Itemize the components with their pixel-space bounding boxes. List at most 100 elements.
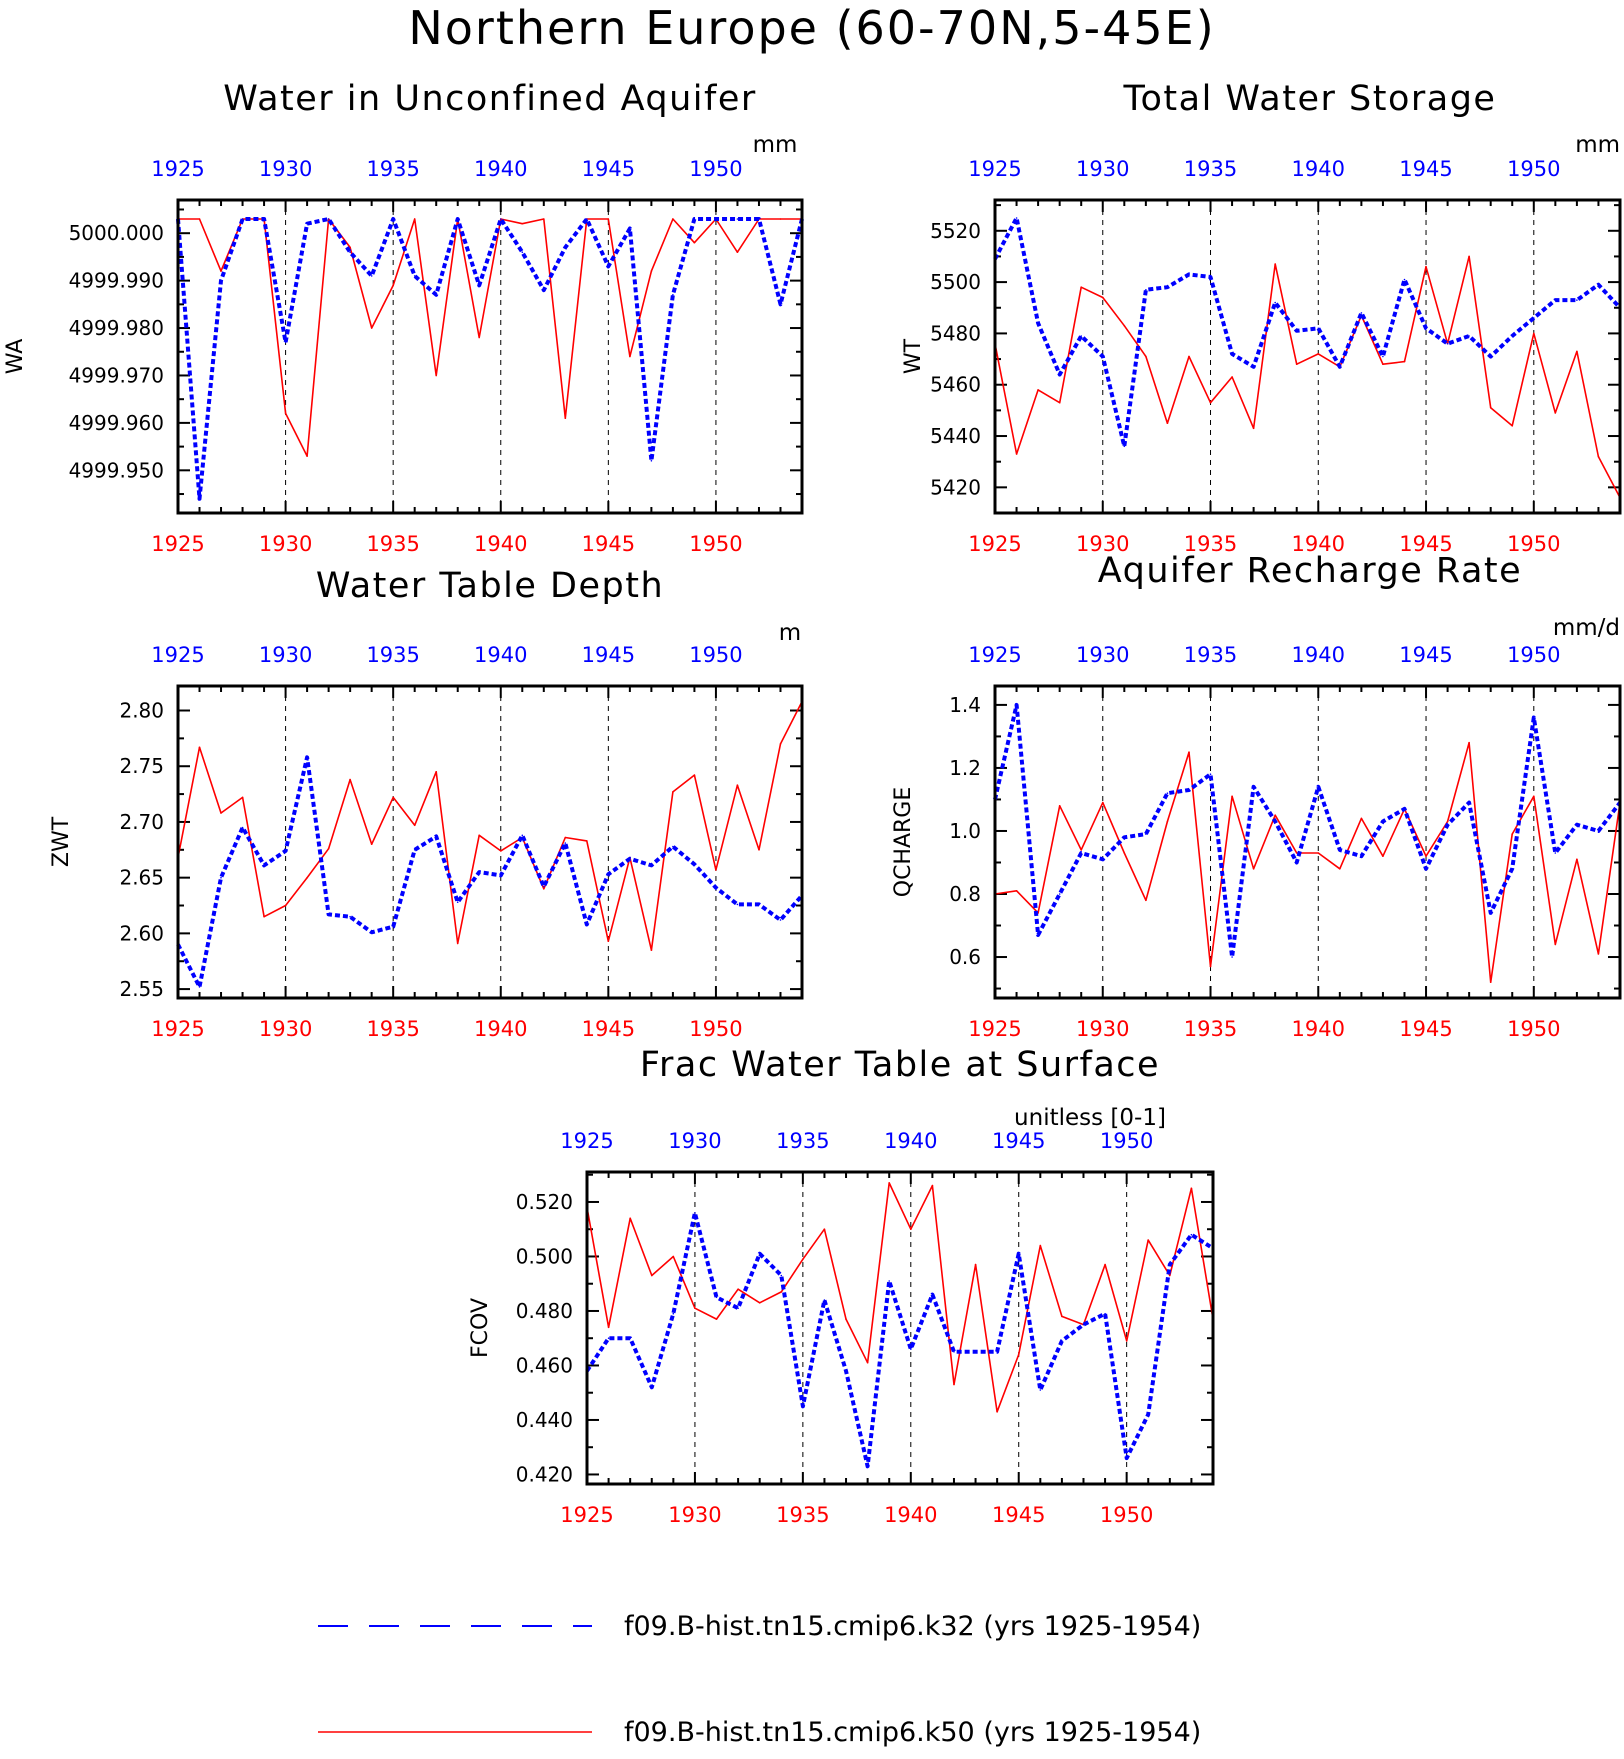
data-point-k50 [1403,360,1406,363]
x-tick-label-top: 1950 [1507,643,1560,667]
data-point-k32 [241,826,244,829]
data-point-k50 [1015,453,1018,455]
plot-frame [585,1170,1215,1486]
series-line-k50 [994,741,1621,984]
data-point-k32 [931,1293,934,1296]
data-point-k50 [672,1255,675,1258]
data-point-k32 [1169,1263,1171,1266]
data-point-k50 [953,1383,955,1386]
data-point-k32 [694,1212,696,1214]
data-point-k32 [198,498,201,500]
data-point-k32 [607,1337,610,1339]
data-point-k32 [953,1351,955,1353]
data-point-k50 [1533,795,1535,798]
data-point-k32 [413,275,416,277]
data-point-k32 [349,251,351,253]
y-axis-label: FCOV [468,1298,493,1358]
y-tick-label: 5480 [930,321,981,345]
data-point-k50 [1188,355,1190,358]
data-point-k50 [263,915,265,918]
units-label: mm [753,132,798,158]
data-point-k50 [1145,355,1147,358]
panel-wt: Total Water Storage mm WT 1925 1925 1930 1930 1… [901,79,1622,556]
panel-title: Total Water Storage [1123,79,1497,119]
x-tick-label-top: 1930 [1076,643,1129,667]
data-point-k50 [349,778,351,781]
y-tick-label: 4999.990 [69,269,164,293]
data-point-k50 [1468,255,1470,258]
data-point-k50 [241,796,244,799]
data-point-k50 [1145,899,1147,902]
data-point-k32 [1252,786,1255,788]
data-point-k32 [1166,286,1169,289]
x-tick-label-bottom: 1935 [776,1503,829,1527]
data-point-k50 [1017,1353,1020,1356]
data-point-k50 [370,843,373,845]
data-point-k50 [392,796,395,799]
data-point-k32 [758,218,760,220]
y-axis-label: QCHARGE [891,787,916,898]
data-point-k32 [758,1252,761,1255]
plot-frame [993,684,1622,1000]
data-point-k50 [650,270,653,272]
x-tick-label-bottom: 1930 [1076,1017,1129,1041]
data-point-k32 [607,265,610,268]
data-point-k50 [1166,422,1169,425]
data-point-k32 [1403,278,1406,281]
data-point-k32 [1037,322,1039,324]
data-point-k32 [1125,1457,1128,1459]
data-point-k50 [866,1361,869,1364]
series-line-k32 [993,216,1622,449]
data-point-k50 [1554,943,1557,946]
data-point-k50 [1382,363,1384,366]
data-point-k32 [672,1312,675,1315]
data-point-k32 [1360,855,1363,857]
x-tick-label-top: 1950 [1100,1129,1153,1153]
data-point-k50 [1554,412,1557,414]
data-point-k32 [1403,808,1406,810]
data-point-k32 [672,845,674,848]
data-point-k32 [564,246,567,249]
data-point-k50 [845,1318,847,1320]
data-point-k50 [586,840,588,842]
data-point-k32 [758,903,760,906]
series-line-k32 [176,217,804,501]
y-tick-label: 0.500 [516,1244,573,1268]
x-tick-label-bottom: 1930 [1076,532,1129,556]
panel-zwt: Water Table Depth m ZWT 1925 1925 1930 1930 193… [49,566,804,1041]
x-tick-label-top: 1940 [884,1129,937,1153]
data-point-k32 [1511,868,1513,870]
y-tick-label: 2.70 [119,810,164,834]
data-point-k50 [1231,376,1233,378]
data-point-k50 [543,888,545,890]
data-point-k50 [1039,1244,1042,1247]
data-point-k32 [1037,934,1039,936]
data-point-k32 [650,460,653,462]
legend-item-k50: f09.B-hist.tn15.cmip6.k50 (yrs 1925-1954… [318,1717,1201,1748]
data-point-k32 [1446,342,1449,345]
data-point-k32 [1231,956,1233,958]
x-tick-label-top: 1950 [689,643,742,667]
data-point-k32 [672,294,674,296]
x-tick-label-bottom: 1930 [259,532,312,556]
data-point-k50 [672,218,674,220]
data-point-k32 [1511,335,1513,337]
x-tick-label-top: 1930 [1076,157,1129,181]
data-point-k50 [888,1182,890,1184]
data-point-k50 [413,824,416,827]
data-point-k50 [1061,1315,1063,1318]
data-point-k32 [586,218,588,220]
data-point-k50 [1597,953,1600,955]
data-point-k32 [241,218,244,220]
data-point-k50 [715,869,717,871]
data-point-k50 [1037,389,1039,391]
y-tick-label: 2.55 [119,977,164,1001]
x-tick-label-top: 1940 [1292,157,1345,181]
data-point-k32 [1017,1252,1020,1255]
data-point-k32 [1102,355,1104,358]
data-point-k32 [1554,299,1557,301]
series-line-k50 [994,255,1621,498]
data-point-k32 [845,1370,847,1372]
data-point-k50 [1125,1340,1128,1342]
y-tick-label: 2.75 [119,754,164,778]
